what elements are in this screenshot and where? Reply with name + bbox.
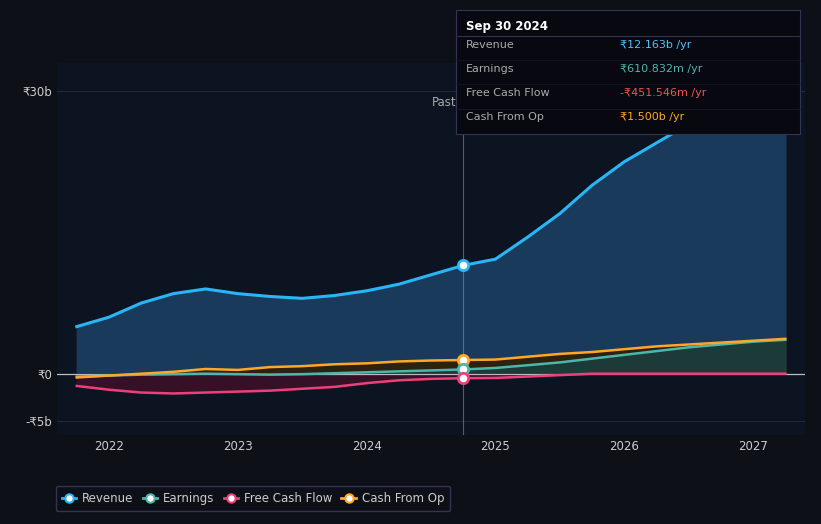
Text: Past: Past [432, 96, 456, 109]
Text: Sep 30 2024: Sep 30 2024 [466, 20, 548, 33]
Point [456, 374, 470, 383]
Text: Earnings: Earnings [466, 64, 514, 74]
Text: Free Cash Flow: Free Cash Flow [466, 88, 549, 98]
Text: Revenue: Revenue [466, 40, 514, 50]
Legend: Revenue, Earnings, Free Cash Flow, Cash From Op: Revenue, Earnings, Free Cash Flow, Cash … [56, 486, 450, 511]
Text: Cash From Op: Cash From Op [466, 112, 544, 122]
Text: ₹12.163b /yr: ₹12.163b /yr [620, 40, 691, 50]
Point [456, 365, 470, 374]
Text: -₹451.546m /yr: -₹451.546m /yr [620, 88, 706, 98]
Text: ₹610.832m /yr: ₹610.832m /yr [620, 64, 702, 74]
Point [456, 261, 470, 269]
Text: Analysts Forecasts: Analysts Forecasts [476, 96, 586, 109]
Text: ₹1.500b /yr: ₹1.500b /yr [620, 112, 684, 122]
Point [456, 356, 470, 364]
